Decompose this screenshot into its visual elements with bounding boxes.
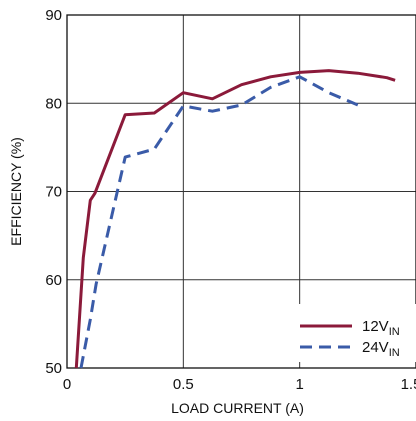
y-tick-label: 60 [45,272,62,289]
legend-label-2: 24VIN [362,339,400,359]
series-line-1 [74,69,396,369]
x-tick-labels: 0 0.5 1 1.5 [63,376,416,393]
x-tick-label: 0.5 [173,376,194,393]
series-lines [74,69,396,369]
x-tick-label: 1.5 [401,376,416,393]
plot-frame [66,14,416,369]
y-axis-label: EFFICIENCY (%) [8,137,24,246]
x-axis-label: LOAD CURRENT (A) [171,400,304,416]
y-tick-label: 80 [45,95,62,112]
y-tick-label: 90 [45,7,62,24]
legend-label-1: 12VIN [362,318,400,338]
y-tick-labels: 50 60 70 80 90 [45,7,62,377]
y-tick-label: 50 [45,360,62,377]
series-line-2 [79,75,359,369]
x-tick-label: 0 [63,376,71,393]
x-tick-label: 1 [295,376,303,393]
legend-background [296,304,416,362]
y-tick-label: 70 [45,184,62,201]
